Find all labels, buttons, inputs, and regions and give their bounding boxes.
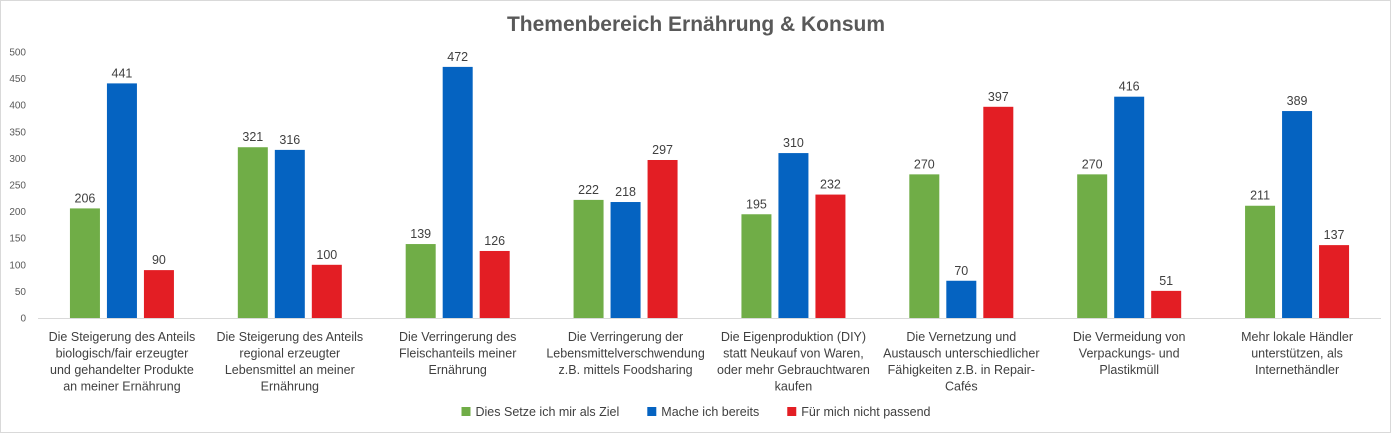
chart-title: Themenbereich Ernährung & Konsum <box>507 13 885 36</box>
bar <box>909 174 940 318</box>
legend-label: Für mich nicht passend <box>801 405 930 419</box>
category-label: Die Eigenproduktion (DIY) statt Neukauf v… <box>717 330 870 394</box>
data-label: 416 <box>1119 80 1140 94</box>
data-label: 316 <box>279 133 300 147</box>
legend-item: Dies Setze ich mir als Ziel <box>461 405 620 419</box>
legend: Dies Setze ich mir als Ziel Mache ich ber… <box>461 405 931 419</box>
category-label: Die Vermeidung von Verpackungs- und Plasti… <box>1073 330 1186 377</box>
legend-item: Mache ich bereits <box>647 405 759 419</box>
data-label: 90 <box>152 253 166 267</box>
bar <box>1114 96 1145 318</box>
y-tick-label: 0 <box>20 314 26 325</box>
bar <box>69 208 100 318</box>
bar <box>106 83 137 318</box>
data-label: 389 <box>1287 94 1308 108</box>
legend-swatch <box>647 407 657 416</box>
data-label: 218 <box>615 185 636 199</box>
data-label: 51 <box>1159 274 1173 288</box>
y-tick-label: 100 <box>9 260 26 271</box>
data-label: 297 <box>652 143 673 157</box>
bar <box>274 149 305 318</box>
bar <box>1282 111 1313 318</box>
data-label: 137 <box>1324 228 1345 242</box>
bar <box>983 106 1014 319</box>
y-tick-label: 200 <box>9 207 26 218</box>
category-label: Die Verringerung der Lebensmittelverschwe… <box>546 330 704 377</box>
data-label: 441 <box>112 66 133 80</box>
bar <box>442 66 473 319</box>
data-label: 195 <box>746 197 767 211</box>
y-tick-label: 450 <box>9 74 26 85</box>
data-label: 310 <box>783 136 804 150</box>
bar <box>143 270 174 318</box>
legend-label: Mache ich bereits <box>661 405 759 419</box>
legend-swatch <box>461 407 471 416</box>
bar <box>405 244 436 318</box>
category-labels: Die Steigerung des Anteils biologisch/fai… <box>49 330 1353 394</box>
data-label: 70 <box>954 264 968 278</box>
category-label: Die Vernetzung und Austausch unterschiedl… <box>883 330 1039 394</box>
category-label: Die Steigerung des Anteils regional erzeu… <box>217 330 364 394</box>
data-label: 270 <box>914 157 935 171</box>
bar <box>311 264 342 318</box>
data-label: 321 <box>242 130 263 144</box>
bar <box>647 159 678 318</box>
y-tick-label: 150 <box>9 234 26 245</box>
axes: 0 50 100 150 200 250 300 350 400 450 500 <box>9 48 1381 325</box>
bar <box>1245 205 1276 318</box>
bar <box>1319 245 1350 318</box>
y-tick-label: 50 <box>15 287 27 298</box>
data-label: 139 <box>410 227 431 241</box>
data-label: 100 <box>316 248 337 262</box>
y-tick-label: 500 <box>9 48 26 59</box>
bars: 206 441 90 321 316 100 139 472 126 222 218 297 195 31… <box>69 50 1350 319</box>
y-tick-label: 250 <box>9 181 26 192</box>
data-label: 206 <box>75 191 96 205</box>
bar <box>1151 290 1182 318</box>
bar <box>573 199 604 318</box>
legend-label: Dies Setze ich mir als Ziel <box>476 405 620 419</box>
data-label: 232 <box>820 178 841 192</box>
bar <box>741 214 772 318</box>
data-label: 222 <box>578 183 599 197</box>
bar <box>610 202 641 318</box>
y-tick-label: 350 <box>9 127 26 138</box>
legend-swatch <box>787 407 797 416</box>
data-label: 397 <box>988 90 1009 104</box>
data-label: 211 <box>1250 189 1270 203</box>
bar <box>778 153 809 318</box>
data-label: 126 <box>484 234 505 248</box>
y-tick-label: 300 <box>9 154 26 165</box>
legend-item: Für mich nicht passend <box>787 405 931 419</box>
data-label: 472 <box>447 50 468 64</box>
bar <box>237 147 268 318</box>
category-label: Die Steigerung des Anteils biologisch/fai… <box>49 330 196 394</box>
category-label: Mehr lokale Händler unterstützen, als Inte… <box>1241 330 1353 377</box>
data-label: 270 <box>1082 157 1103 171</box>
bar <box>815 194 846 318</box>
bar <box>1077 174 1108 318</box>
bar <box>479 250 510 318</box>
category-label: Die Verringerung des Fleischanteils meine… <box>399 330 516 377</box>
y-tick-label: 400 <box>9 101 26 112</box>
bar <box>946 280 977 318</box>
